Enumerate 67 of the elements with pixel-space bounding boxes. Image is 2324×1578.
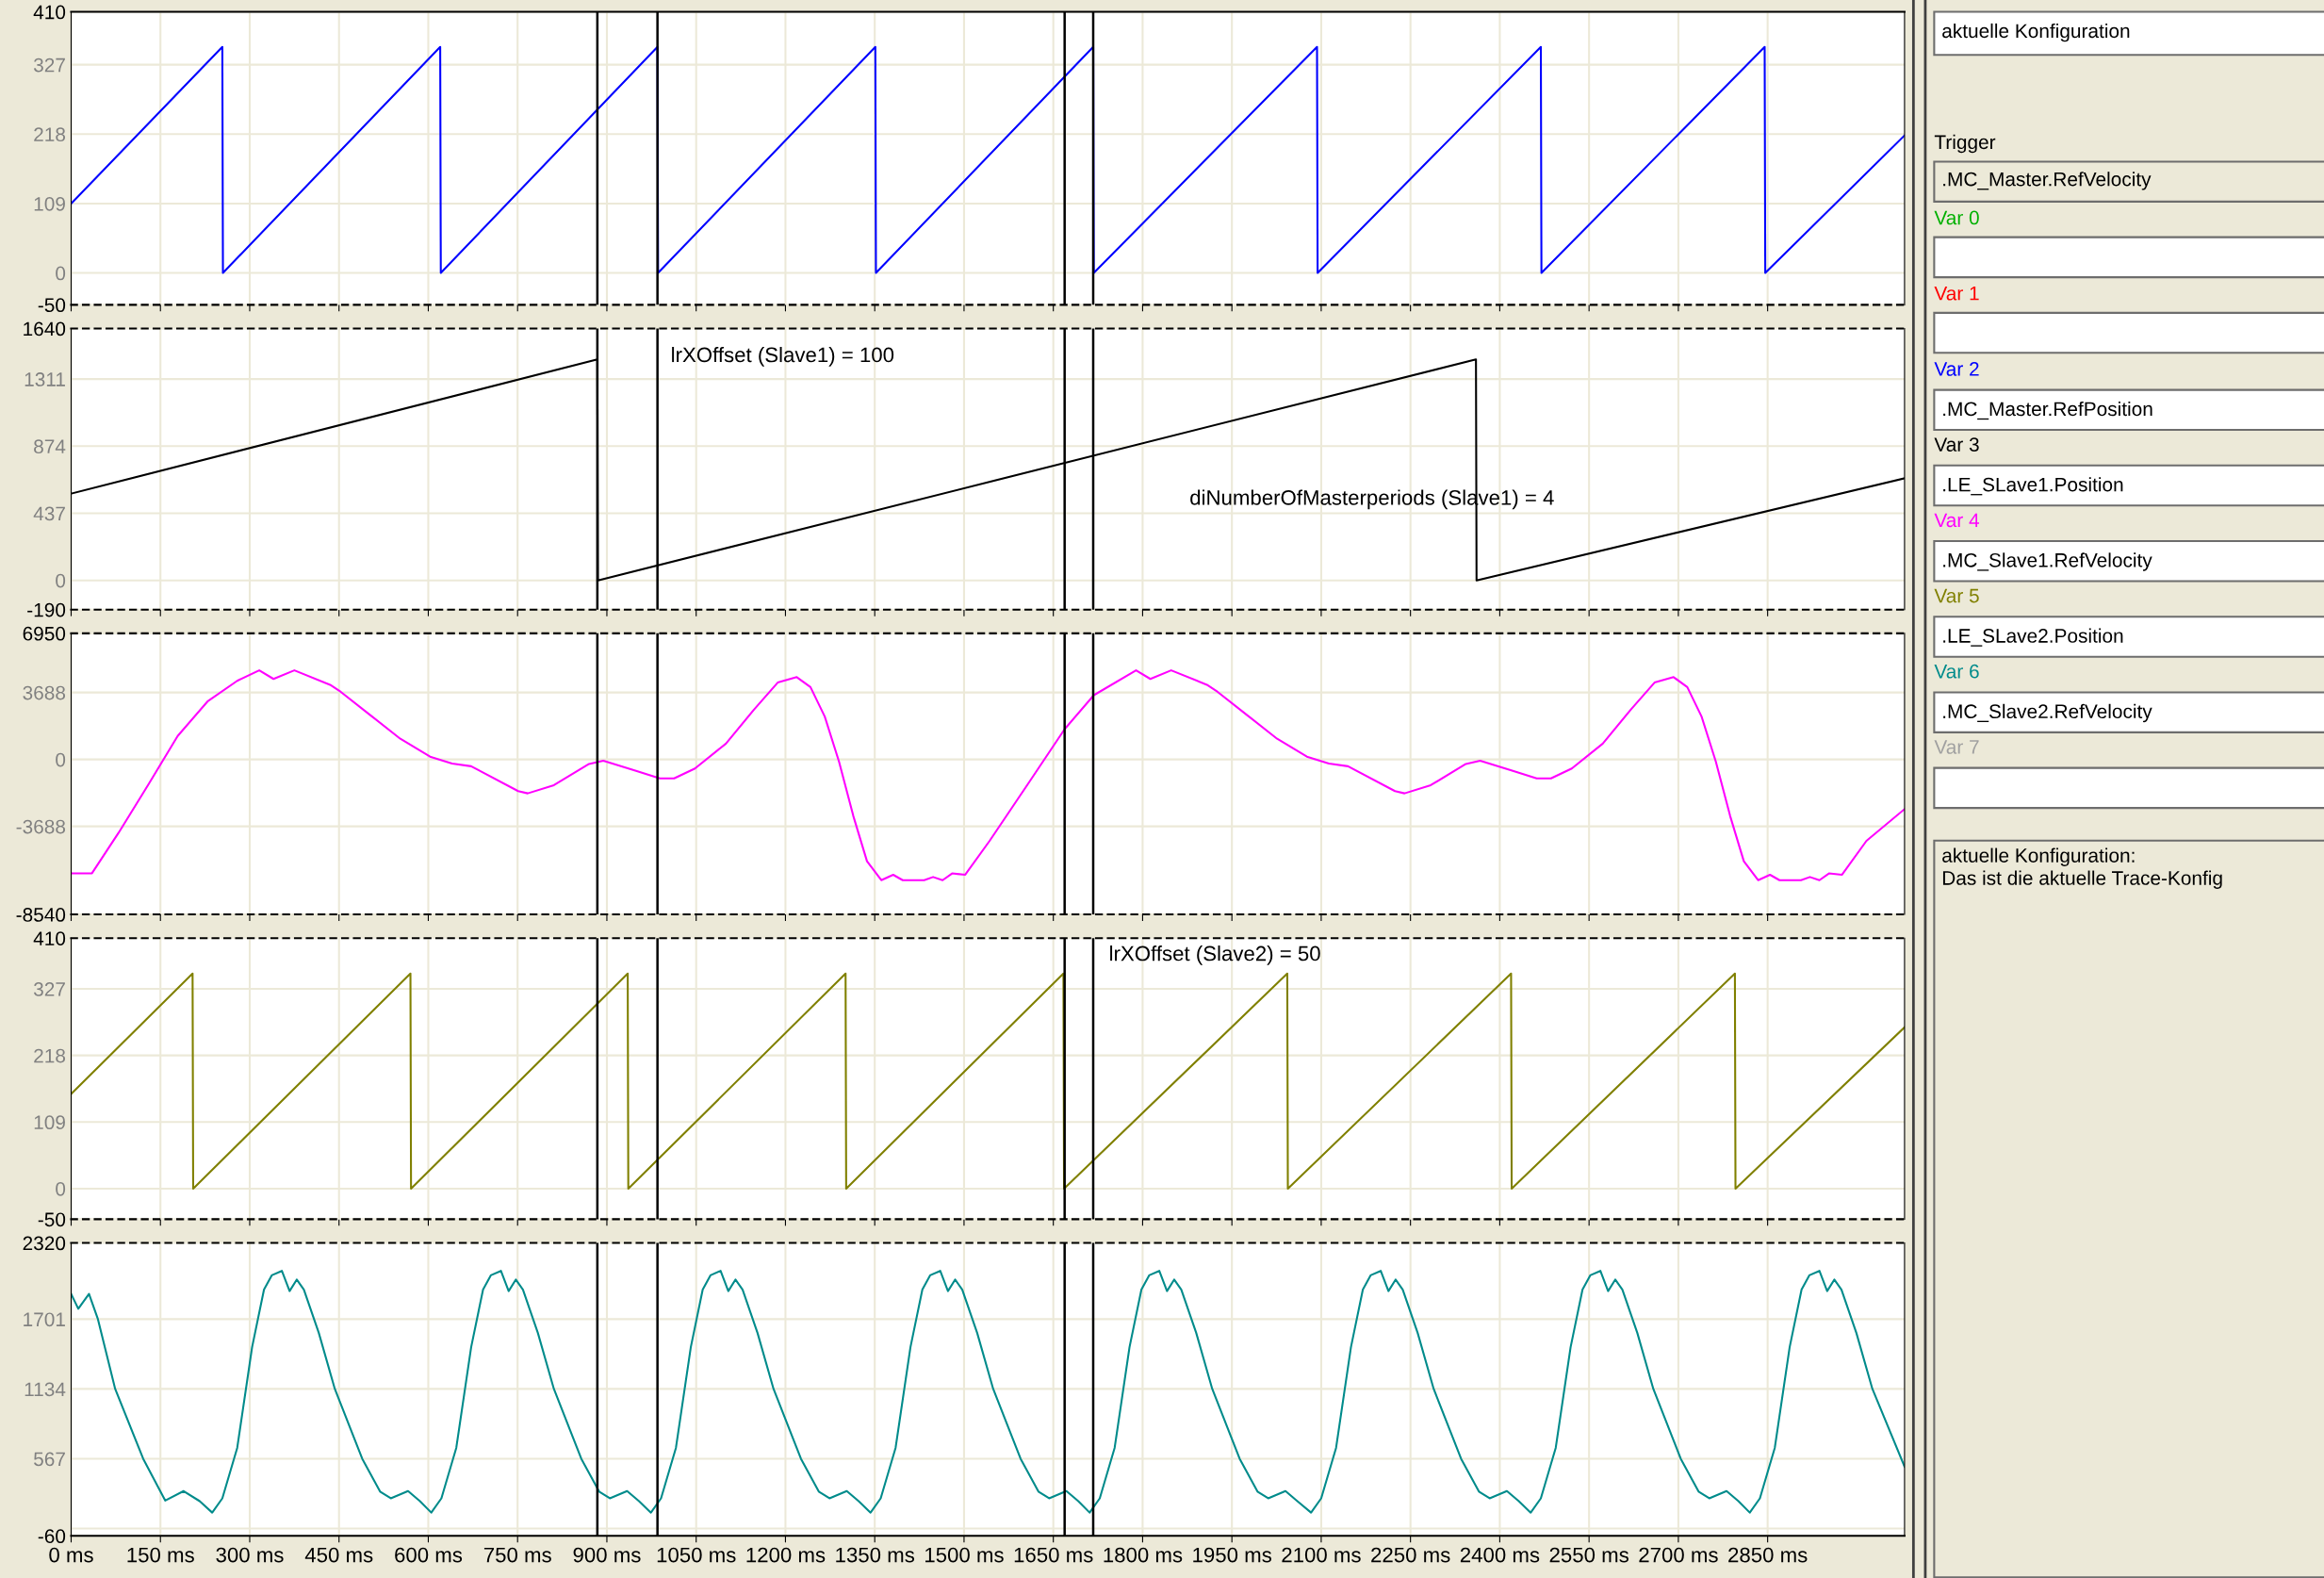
text: Trigger xyxy=(1934,134,1996,154)
x-tick-label: 2550 ms xyxy=(1549,1547,1628,1563)
text: .LE_SLave2.Position xyxy=(1943,628,2123,647)
x-tick-label: 1950 ms xyxy=(1193,1547,1271,1563)
text: .MC_Slave2.RefVelocity xyxy=(1943,703,2152,723)
y-tick-label: 327 xyxy=(33,982,65,996)
y-tick-label: -50 xyxy=(38,1212,66,1227)
y-tick-label: 3688 xyxy=(23,685,66,700)
x-tick-label: 1200 ms xyxy=(746,1547,826,1563)
y-tick-label: 1134 xyxy=(25,1382,66,1397)
x-tick-label: 150 ms xyxy=(127,1547,194,1563)
text: Var 4 xyxy=(1934,513,1980,528)
text: Var 0 xyxy=(1934,210,1979,225)
text: .MC_Slave1.RefVelocity xyxy=(1943,552,2152,571)
text: aktuelle Konfiguration xyxy=(1942,23,2130,42)
y-tick-label: 109 xyxy=(34,1115,65,1130)
annotation: lrXOffset (Slave1) = 100 xyxy=(672,346,894,367)
text: .MC_Master.RefPosition xyxy=(1943,401,2152,420)
text: Var 6 xyxy=(1934,664,1979,679)
text: Var 3 xyxy=(1934,437,1979,452)
x-tick-label: 1500 ms xyxy=(925,1547,1004,1563)
text: aktuelle Konfiguration: Das ist die aktuelle Trace-Konfig xyxy=(1942,847,2222,889)
y-tick-label: 2320 xyxy=(23,1236,66,1251)
y-tick-label: -50 xyxy=(38,298,66,313)
x-tick-label: 2100 ms xyxy=(1282,1547,1361,1563)
y-tick-label: 1701 xyxy=(24,1312,65,1327)
y-tick-label: 327 xyxy=(33,58,65,73)
y-tick-label: 0 xyxy=(56,1181,66,1196)
y-tick-label: 109 xyxy=(34,196,65,211)
y-tick-label: 0 xyxy=(56,573,66,588)
x-tick-label: 1050 ms xyxy=(657,1547,736,1563)
y-tick-label: 218 xyxy=(34,127,66,142)
x-tick-label: 1800 ms xyxy=(1104,1547,1183,1563)
text: Var 5 xyxy=(1934,588,1979,603)
text: Var 7 xyxy=(1934,740,1979,754)
x-tick-label: 2850 ms xyxy=(1728,1547,1808,1563)
x-tick-label: 750 ms xyxy=(483,1547,551,1563)
x-tick-label: 2400 ms xyxy=(1460,1547,1540,1563)
y-tick-label: 218 xyxy=(34,1048,66,1063)
y-tick-label: 1640 xyxy=(24,321,66,337)
y-tick-label: -60 xyxy=(38,1529,66,1544)
y-tick-label: 874 xyxy=(34,439,66,454)
y-tick-label: 0 xyxy=(56,266,66,281)
y-tick-label: 410 xyxy=(33,5,66,20)
x-tick-label: 1350 ms xyxy=(836,1547,915,1563)
x-tick-label: 300 ms xyxy=(216,1547,284,1563)
y-tick-label: 437 xyxy=(33,506,65,521)
text: .LE_SLave1.Position xyxy=(1943,477,2123,496)
x-tick-label: 0 ms xyxy=(49,1547,93,1563)
y-tick-label: 567 xyxy=(34,1452,65,1467)
y-tick-label: 0 xyxy=(56,752,66,767)
x-tick-label: 2250 ms xyxy=(1371,1547,1450,1563)
x-tick-label: 1650 ms xyxy=(1014,1547,1093,1563)
x-tick-label: 450 ms xyxy=(304,1547,373,1563)
annotation: lrXOffset (Slave2) = 50 xyxy=(1110,945,1320,965)
x-tick-label: 2700 ms xyxy=(1639,1547,1718,1563)
text: Var 1 xyxy=(1934,287,1979,301)
text: .MC_Master.RefVelocity xyxy=(1943,172,2152,190)
y-tick-label: -3688 xyxy=(16,819,66,834)
x-tick-label: 900 ms xyxy=(573,1547,641,1563)
text: Var 2 xyxy=(1934,362,1979,376)
x-tick-label: 600 ms xyxy=(395,1547,463,1563)
y-tick-label: -8540 xyxy=(16,908,66,922)
y-tick-label: -190 xyxy=(27,602,66,617)
y-tick-label: 410 xyxy=(33,931,66,945)
y-tick-label: 6950 xyxy=(23,626,66,641)
y-tick-label: 1311 xyxy=(25,372,65,386)
